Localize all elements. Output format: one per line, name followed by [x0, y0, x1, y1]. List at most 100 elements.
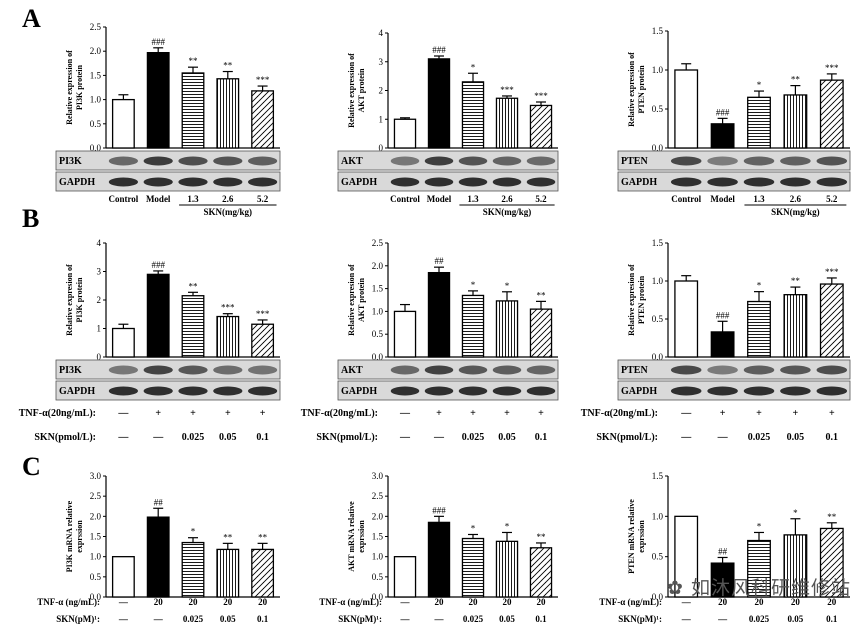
b-akt-tnf-value: + [470, 408, 476, 419]
b-pi3k-blot-band [247, 386, 278, 396]
panel-label-b: B [22, 204, 40, 233]
a-pten-sig-label: ### [716, 107, 730, 117]
a-pi3k-blot-label: GAPDH [59, 177, 95, 188]
a-pten-x-label: 1.3 [753, 194, 765, 204]
b-akt-blot-band [390, 365, 420, 375]
a-pi3k-tick-label: 1.5 [90, 70, 102, 80]
a-pten-blot-band [707, 156, 738, 166]
b-pi3k-bar [146, 273, 170, 358]
a-pten-blot-band [780, 156, 811, 166]
b-akt-blot-band [458, 365, 488, 375]
a-pten-x-label: Model [710, 194, 735, 204]
a-pi3k-tick-label: 1.0 [90, 95, 102, 105]
b-pi3k-bar [111, 327, 135, 358]
a-akt-x-label: Model [427, 194, 452, 204]
c-pten-tnf-value: 20 [718, 597, 728, 607]
c-pten-skn-value: 0.025 [749, 614, 770, 624]
b-akt-tnf-value: + [436, 408, 442, 419]
c-pi3k-tnf-value: 20 [223, 597, 233, 607]
a-akt-bar [427, 58, 451, 149]
b-pten-blot-label: PTEN [621, 365, 648, 376]
a-pten-bar [783, 94, 808, 149]
b-pi3k-tnf-value: + [225, 408, 231, 419]
b-akt-tick-label: 2.0 [372, 261, 384, 271]
b-pi3k-bar [251, 323, 275, 358]
b-pi3k-blot-band [213, 365, 243, 375]
c-pten-skn-value: — [681, 614, 692, 624]
c-akt-skn-value: — [400, 614, 411, 624]
b-pi3k-tnf-value: + [260, 408, 266, 419]
b-pten-blot-band [780, 386, 811, 396]
c-pi3k-skn-value: — [153, 614, 164, 624]
a-pi3k-blot-band [108, 177, 139, 187]
a-pi3k-x-label: Control [108, 194, 138, 204]
b-pi3k-ylabel: Relative expresion ofPI3K protein [65, 264, 84, 336]
a-pi3k-tick-label: 2.5 [90, 22, 102, 32]
c-pi3k-skn-value: 0.05 [220, 614, 236, 624]
a-akt-blot-band [390, 156, 420, 166]
b-pten-tnf-value: + [829, 408, 835, 419]
b-pten-sig-label: *** [825, 267, 839, 277]
c-akt-tick-label: 1.5 [372, 532, 384, 542]
b-pi3k-sig-label: ** [189, 281, 199, 291]
panel-label-a: A [22, 4, 41, 33]
c-pi3k-tick-label: 1.5 [90, 532, 102, 542]
b-pi3k-blot-band [247, 365, 278, 375]
c-akt-sig-label: ** [537, 532, 547, 542]
a-akt-blot-band [458, 156, 488, 166]
a-pi3k-blot-band [178, 156, 208, 166]
b-akt-skn-value: — [399, 432, 411, 443]
b-pten-blot-band [816, 365, 848, 375]
c-pten-sig-label: * [793, 508, 798, 518]
c-akt-tnf-value: 20 [503, 597, 513, 607]
b-pten-ylabel: Relative expresion ofPTEN protein [627, 264, 646, 336]
b-akt-skn-value: 0.05 [498, 432, 516, 443]
a-akt-sig-label: *** [534, 91, 548, 101]
b-pten-tick-label: 0.5 [652, 314, 664, 324]
a-akt-blot-band [526, 156, 556, 166]
a-pi3k-blot-band [213, 177, 243, 187]
c-pten-bar [674, 515, 699, 598]
a-pten-blot-band [743, 177, 775, 187]
c-pi3k-tick-label: 0.0 [90, 592, 102, 602]
a-akt-tick-label: 3 [379, 57, 384, 67]
c-pi3k-bar [216, 548, 240, 598]
a-pten-tick-label: 1.0 [652, 65, 664, 75]
b-akt-skn-label: SKN(pmol/L): [316, 432, 378, 443]
a-pi3k-x-label: 1.3 [187, 194, 199, 204]
c-pi3k-tick-label: 2.5 [90, 491, 102, 501]
c-akt-tnf-value: 20 [469, 597, 479, 607]
b-pten-blot-band [707, 386, 738, 396]
watermark-label: 如沐风科研维修站 [690, 577, 851, 599]
b-pi3k-skn-value: 0.025 [182, 432, 205, 443]
c-pi3k-tnf-value: 20 [189, 597, 199, 607]
b-pi3k-bar [181, 295, 205, 358]
b-akt-tick-label: 2.5 [372, 238, 384, 248]
b-pten-skn-value: — [717, 432, 729, 443]
b-akt-blot-band [526, 386, 556, 396]
b-pten-skn-value: — [680, 432, 692, 443]
c-pten-tick-label: 0.0 [652, 592, 664, 602]
c-pten-skn-value: 0.05 [788, 614, 804, 624]
b-akt-tick-label: 1.5 [372, 284, 384, 294]
a-akt-blot-band [424, 156, 454, 166]
b-akt-skn-value: 0.025 [462, 432, 485, 443]
a-pten-bar [747, 96, 771, 149]
a-pi3k-ylabel: Relative expression ofPI3K protein [65, 50, 84, 125]
c-pten-skn-label: SKN(pM)¹: [618, 614, 662, 624]
a-pi3k-sig-label: ### [151, 37, 165, 47]
c-pi3k-tick-label: 2.0 [90, 511, 102, 521]
c-pi3k-sig-label: * [191, 527, 196, 537]
a-pten-blot-label: PTEN [621, 156, 648, 167]
c-akt-sig-label: ### [432, 505, 446, 515]
b-pi3k-tick-label: 3 [97, 267, 102, 277]
b-pten-tnf-value: + [793, 408, 799, 419]
a-pi3k-skn-group-label: SKN(mg/kg) [204, 207, 253, 217]
a-akt-bar [495, 97, 519, 149]
a-akt-tick-label: 0 [379, 143, 384, 153]
b-pi3k-tnf-value: + [190, 408, 196, 419]
a-pi3k-x-label: 2.6 [222, 194, 234, 204]
a-pten-tick-label: 0.5 [652, 104, 664, 114]
a-pi3k-blot-label: PI3K [59, 156, 82, 167]
a-pi3k-tick-label: 2.0 [90, 46, 102, 56]
